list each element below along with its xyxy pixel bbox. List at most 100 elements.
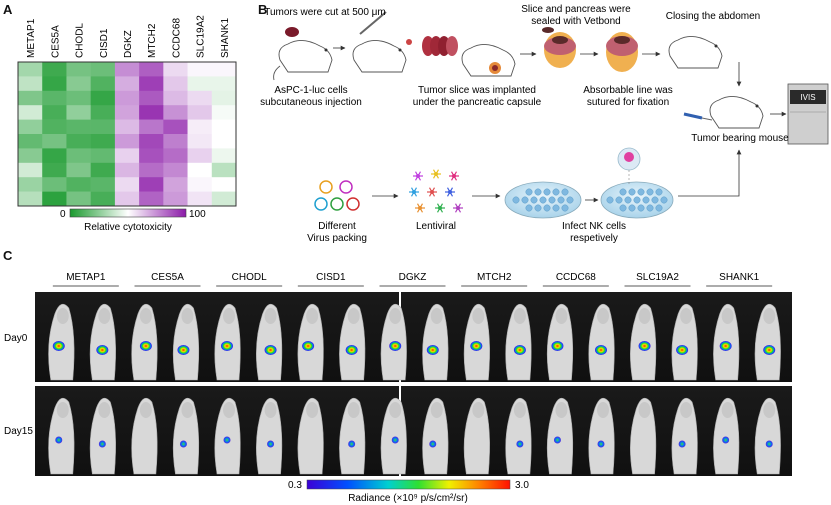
panel-label-c: C <box>3 248 13 263</box>
bioluminescence-signal <box>139 341 152 351</box>
bioluminescence-signal <box>429 440 437 448</box>
cell-icon <box>561 204 569 212</box>
heatmap-cell <box>187 162 213 178</box>
heatmap-cell <box>90 76 116 92</box>
step-lenti-label: Lentiviral <box>416 221 456 232</box>
mouse-image <box>754 397 781 475</box>
heatmap-cell <box>163 105 188 120</box>
virus-icon <box>453 203 463 213</box>
cell-icon <box>557 196 565 204</box>
cell-icon <box>628 204 636 212</box>
heatmap-colorbar <box>69 208 187 218</box>
bioluminescence-signal <box>719 341 732 351</box>
heatmap-cell <box>187 62 213 77</box>
heatmap-cell <box>42 119 67 135</box>
heatmap-cell <box>90 105 116 120</box>
mouse-image <box>339 303 366 381</box>
step-implant-label-2: under the pancreatic capsule <box>413 97 542 108</box>
heatmap-cell <box>18 119 43 135</box>
mouse-image <box>214 397 241 475</box>
ivis-label: IVIS <box>800 93 815 102</box>
mouse-image <box>172 397 200 475</box>
ivis-machine-icon <box>787 83 829 145</box>
heatmap-cell <box>163 148 188 164</box>
heatmap-cell <box>163 76 188 92</box>
virus-icon <box>409 169 463 213</box>
heatmap-border <box>17 61 237 207</box>
cell-icon <box>530 196 538 204</box>
step-virus-label: Different <box>318 221 356 232</box>
group-label: CES5A <box>151 272 184 283</box>
heatmap-cell <box>211 62 237 77</box>
radiance-title: Radiance (×10⁹ p/s/cm²/sr) <box>348 493 468 504</box>
bioluminescence-signal <box>597 440 605 448</box>
mouse-image <box>89 303 116 381</box>
mouse-image <box>754 303 781 381</box>
heatmap-cell <box>211 90 237 106</box>
cell-icon <box>646 188 654 196</box>
heatmap-cell <box>66 76 91 92</box>
bioluminescence-signal <box>676 345 689 355</box>
group-label: CCDC68 <box>556 272 596 283</box>
heatmap-cell <box>139 76 164 92</box>
bioluminescence-signal <box>264 345 277 355</box>
heatmap-cell <box>187 119 213 135</box>
cell-icon <box>637 204 645 212</box>
heatmap-column-label: CISD1 <box>99 28 110 58</box>
group-label: SLC19A2 <box>636 272 679 283</box>
heatmap-cell <box>66 162 91 178</box>
mouse-image <box>89 397 116 475</box>
mouse-icon <box>461 44 516 77</box>
step-virus-label-2: Virus packing <box>307 233 367 244</box>
cell-icon <box>633 196 641 204</box>
heatmap-cell <box>114 119 140 135</box>
cell-icon <box>660 196 668 204</box>
heatmap-cell <box>187 105 213 120</box>
group-label: MTCH2 <box>477 272 512 283</box>
cell-icon <box>534 204 542 212</box>
mouse-image <box>256 397 283 475</box>
heatmap-cell <box>66 177 91 192</box>
heatmap-cell <box>163 62 188 77</box>
bioluminescence-signal <box>267 440 275 448</box>
heatmap-column-label: CES5A <box>50 25 61 58</box>
heatmap-cell <box>42 76 67 92</box>
cell-icon <box>642 196 650 204</box>
cell-icon <box>525 188 533 196</box>
heatmap-cell <box>42 62 67 77</box>
cell-icon <box>655 188 663 196</box>
bioluminescence-signal <box>678 440 686 448</box>
heatmap-cell <box>90 162 116 178</box>
virus-icon <box>427 187 437 197</box>
tumor-slices-icon <box>422 36 458 56</box>
heatmap-cell <box>139 148 164 164</box>
panel-label-b: B <box>258 2 268 17</box>
cell-icon <box>615 196 623 204</box>
step-implant-label: Tumor slice was implanted <box>418 85 536 96</box>
mouse-icon <box>352 40 407 73</box>
heatmap-cell <box>114 90 140 106</box>
heatmap-cell <box>163 177 188 192</box>
virus-icon <box>409 187 419 197</box>
row-label-day0: Day0 <box>4 333 28 344</box>
bioluminescence-signal <box>302 341 315 351</box>
colorbar-title: Relative cytotoxicity <box>84 222 172 233</box>
heatmap-cell <box>42 191 67 207</box>
mouse-image <box>671 397 698 475</box>
bioluminescence-signal <box>551 341 564 351</box>
heatmap-cell <box>114 191 140 207</box>
step-seal-label-2: sealed with Vetbond <box>531 16 621 27</box>
heatmap-cell <box>114 148 140 164</box>
bioluminescence-signal <box>426 345 439 355</box>
group-label: METAP1 <box>66 272 106 283</box>
syringe-icon <box>683 112 713 121</box>
mouse-image <box>297 397 324 475</box>
heatmap-cell <box>211 105 237 120</box>
bioluminescence-signal <box>765 440 773 448</box>
heatmap-cell <box>163 191 188 207</box>
heatmap-cell <box>66 191 91 207</box>
heatmap-cell <box>18 76 43 92</box>
virus-icon <box>449 171 459 181</box>
cell-icon <box>619 204 627 212</box>
